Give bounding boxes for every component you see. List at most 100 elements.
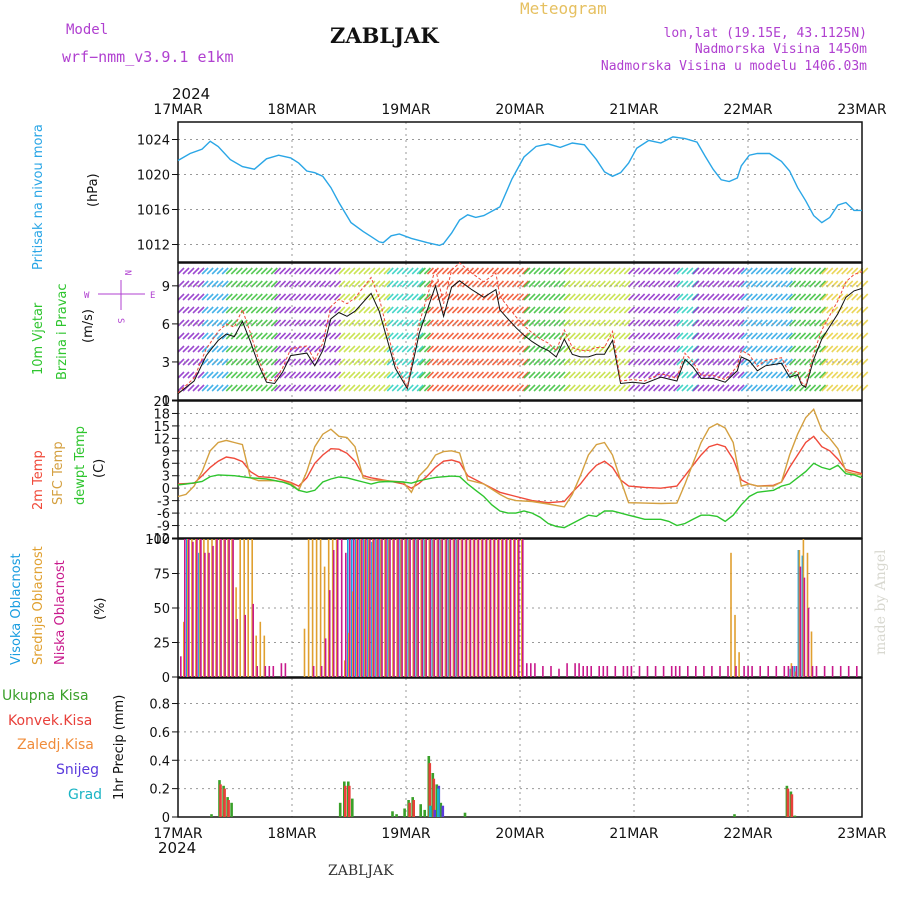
wind-barb <box>836 384 844 392</box>
wind-barb <box>436 358 445 366</box>
wind-barb <box>750 267 758 275</box>
bar <box>198 552 200 677</box>
wind-barb <box>328 280 337 288</box>
wind-barb <box>658 306 666 314</box>
wind-barb <box>598 319 606 327</box>
wind-barb <box>755 384 763 392</box>
wind-barb <box>323 293 332 301</box>
y-tick-label: 9 <box>162 445 170 460</box>
wind-barb <box>278 293 287 301</box>
wind-barb <box>456 319 465 327</box>
wind-barb <box>333 267 342 275</box>
wind-barb <box>826 332 834 340</box>
wind-barb <box>826 267 834 275</box>
bar <box>239 539 241 677</box>
wind-barb <box>804 332 812 340</box>
wind-barb <box>456 371 465 379</box>
wind-barb <box>396 293 404 301</box>
wind-barb <box>722 267 730 275</box>
wind-barb <box>608 319 616 327</box>
wind-barb <box>692 267 700 275</box>
wind-barb <box>707 384 715 392</box>
wind-barb <box>431 306 440 314</box>
wind-barb <box>441 319 450 327</box>
wind-barb <box>821 306 829 314</box>
wind-barb <box>814 358 822 366</box>
wind-barb <box>861 358 869 366</box>
x-tick-label-top: 23MAR <box>837 102 886 118</box>
wind-barb <box>303 332 312 340</box>
wind-barb <box>717 293 725 301</box>
bar <box>392 539 394 677</box>
wind-barb <box>568 384 576 392</box>
wind-barb <box>523 332 531 340</box>
wind-barb <box>826 384 834 392</box>
wind-barb <box>343 345 351 353</box>
wind-barb <box>722 319 730 327</box>
wind-barb <box>603 293 611 301</box>
wind-barb <box>245 345 253 353</box>
wind-barb <box>568 358 576 366</box>
wind-barb <box>288 384 297 392</box>
wind-barb <box>298 280 307 288</box>
wind-barb <box>308 293 317 301</box>
wind-barb <box>416 345 424 353</box>
bar <box>695 666 697 677</box>
wind-barb <box>593 332 601 340</box>
wind-barb <box>819 306 827 314</box>
wind-barb <box>523 267 531 275</box>
bar <box>259 621 262 677</box>
bar <box>335 539 338 677</box>
wind-barb <box>663 332 671 340</box>
bar <box>423 539 425 677</box>
wind-barb <box>712 384 720 392</box>
wind-barb <box>676 345 684 353</box>
wind-barb <box>538 384 546 392</box>
wind-barb <box>658 319 666 327</box>
wind-barb <box>648 306 656 314</box>
wind-barb <box>211 345 219 353</box>
bar <box>263 635 266 677</box>
wind-barb <box>177 345 185 353</box>
wind-barb <box>353 384 361 392</box>
wind-barb <box>578 319 586 327</box>
wind-barb <box>383 267 391 275</box>
wind-barb <box>476 345 485 353</box>
y-tick-label: 0 <box>162 671 170 686</box>
wind-barb <box>426 332 435 340</box>
wind-barb <box>192 306 200 314</box>
wind-barb <box>732 306 740 314</box>
bar <box>417 539 419 677</box>
wind-barb <box>712 267 720 275</box>
wind-barb <box>348 319 356 327</box>
bar <box>243 539 245 677</box>
wind-barb <box>737 293 745 301</box>
y-tick-label: -9 <box>157 520 170 535</box>
wind-barb <box>697 267 705 275</box>
wind-barb <box>368 384 376 392</box>
wind-barb <box>789 332 797 340</box>
wind-barb <box>426 371 435 379</box>
wind-barb <box>333 384 342 392</box>
y-tick-label: 100 <box>145 533 170 548</box>
y-tick-label: 6 <box>162 457 170 472</box>
bar <box>379 539 381 677</box>
wind-barb <box>737 332 745 340</box>
wind-barb <box>511 293 520 301</box>
wind-barb <box>501 319 510 327</box>
wind-barb <box>187 371 195 379</box>
wind-barb <box>206 306 214 314</box>
wind-barb <box>831 358 839 366</box>
bar <box>727 666 729 677</box>
wind-barb <box>255 332 263 340</box>
wind-barb <box>436 371 445 379</box>
bar <box>439 539 442 677</box>
bar <box>372 539 374 677</box>
wind-barb <box>308 267 317 275</box>
wind-barb <box>278 384 287 392</box>
y-tick-label: 0.8 <box>149 698 170 713</box>
wind-barb <box>197 358 205 366</box>
bar <box>790 794 794 817</box>
wind-barb <box>288 319 297 327</box>
wind-barb <box>303 267 312 275</box>
